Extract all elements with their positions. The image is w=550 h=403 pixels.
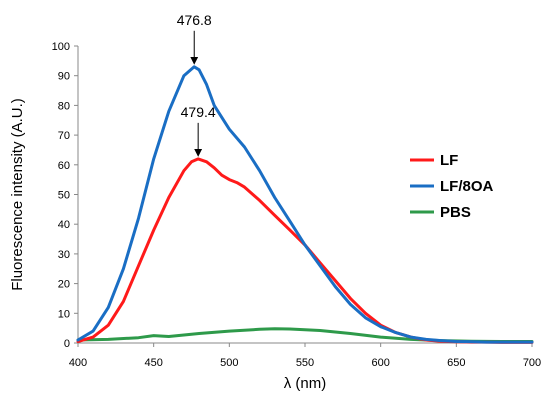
x-tick-label: 550 (296, 357, 314, 369)
y-axis-ticks: 0 10 20 30 40 50 60 70 80 90 100 (52, 41, 78, 350)
x-tick-label: 650 (447, 357, 465, 369)
x-tick-label: 500 (220, 357, 238, 369)
y-tick-label: 60 (58, 160, 70, 172)
y-tick-label: 100 (52, 41, 70, 53)
y-tick-label: 50 (58, 190, 70, 202)
series-line-lf-8oa (76, 65, 534, 344)
y-tick-label: 10 (58, 308, 70, 320)
x-axis-ticks: 400 450 500 550 600 650 700 (69, 343, 541, 369)
annotation-label: 476.8 (177, 12, 212, 28)
y-tick-label: 0 (64, 338, 70, 350)
x-tick-label: 400 (69, 357, 87, 369)
annotation-label: 479.4 (181, 104, 216, 120)
legend-label: LF/8OA (440, 178, 494, 195)
y-tick-label: 90 (58, 71, 70, 83)
legend-label: LF (440, 152, 458, 169)
y-tick-label: 30 (58, 249, 70, 261)
x-tick-label: 600 (371, 357, 389, 369)
x-tick-label: 450 (144, 357, 162, 369)
y-tick-label: 80 (58, 100, 70, 112)
annotation-layer: 476.8 479.4 (177, 12, 216, 157)
y-tick-label: 20 (58, 279, 70, 291)
legend: LF LF/8OA PBS (410, 152, 494, 221)
y-tick-label: 70 (58, 130, 70, 142)
y-tick-label: 40 (58, 219, 70, 231)
series-line-pbs (76, 327, 534, 343)
legend-label: PBS (440, 204, 471, 221)
x-axis-title: λ (nm) (284, 375, 327, 392)
y-axis-title: Fluorescence intensity (A.U.) (9, 98, 26, 291)
series-layer (76, 65, 534, 344)
x-tick-label: 700 (523, 357, 541, 369)
